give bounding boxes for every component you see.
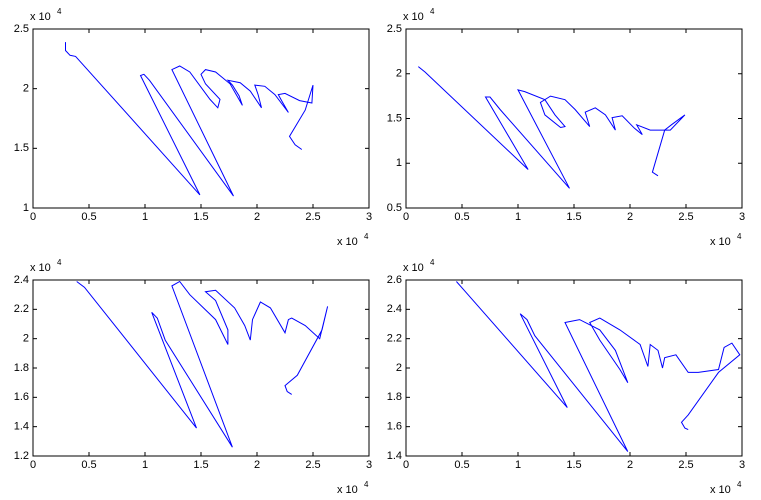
y-tick-label: 1.5 <box>14 142 29 154</box>
y-tick-label: 2.6 <box>387 274 402 286</box>
y-tick-label: 1 <box>396 157 402 169</box>
y-multiplier: x 10 <box>30 11 51 23</box>
axes-box <box>405 28 743 209</box>
x-tick-label: 0.5 <box>81 459 96 471</box>
x-tick-label: 0 <box>30 459 36 471</box>
x-tick-label: 0 <box>403 459 409 471</box>
subplot: 0 0.5 1 1.5 2 2.5 311.522.5x 10 4x 10 4 <box>14 7 372 248</box>
x-tick-label: 2 <box>627 211 633 223</box>
y-multiplier-power: 4 <box>57 7 62 16</box>
subplot: 0 0.5 1 1.5 2 2.5 31.21.41.61.822.22.4x 10 4x 1… <box>14 258 372 496</box>
x-tick-label: 2 <box>254 459 260 471</box>
x-multiplier: x 10 <box>337 236 358 248</box>
x-tick-label: 0 <box>30 211 36 223</box>
y-multiplier: x 10 <box>403 262 424 274</box>
y-tick-label: 1.6 <box>14 391 29 403</box>
x-tick-label: 2 <box>254 211 260 223</box>
y-tick-label: 1.6 <box>387 421 402 433</box>
x-tick-label: 1 <box>142 211 148 223</box>
y-multiplier-power: 4 <box>430 7 435 16</box>
y-tick-label: 1.2 <box>14 450 29 462</box>
x-tick-label: 1 <box>142 459 148 471</box>
x-tick-label: 1 <box>515 211 521 223</box>
subplot: 0 0.5 1 1.5 2 2.5 31.41.61.822.22.42.6x 10 4x 1… <box>387 258 745 496</box>
y-multiplier: x 10 <box>403 11 424 23</box>
x-tick-label: 2.5 <box>305 459 320 471</box>
y-tick-label: 1 <box>23 202 29 214</box>
y-tick-label: 2.4 <box>14 274 29 286</box>
x-tick-label: 2 <box>627 459 633 471</box>
y-tick-label: 2 <box>23 333 29 345</box>
x-multiplier: x 10 <box>710 236 731 248</box>
x-multiplier-power: 4 <box>737 232 742 241</box>
x-tick-label: 0.5 <box>454 211 469 223</box>
signature-curve <box>417 66 686 189</box>
x-multiplier-power: 4 <box>737 480 742 489</box>
axes-box <box>32 28 370 209</box>
y-tick-label: 2.2 <box>387 333 402 345</box>
x-tick-label: 2.5 <box>678 459 693 471</box>
x-tick-label: 1.5 <box>193 459 208 471</box>
x-multiplier: x 10 <box>710 484 731 496</box>
y-tick-label: 2 <box>396 68 402 80</box>
y-tick-label: 2 <box>23 83 29 95</box>
y-tick-label: 1.5 <box>387 112 402 124</box>
x-tick-label: 0.5 <box>81 211 96 223</box>
x-multiplier-power: 4 <box>364 480 369 489</box>
x-tick-label: 1.5 <box>566 211 581 223</box>
x-tick-label: 1.5 <box>193 211 208 223</box>
x-multiplier: x 10 <box>337 484 358 496</box>
y-tick-label: 1.4 <box>387 450 402 462</box>
subplot: 0 0.5 1 1.5 2 2.5 30.511.522.5x 10 4x 10 4 <box>387 7 745 248</box>
x-tick-label: 2.5 <box>305 211 320 223</box>
y-tick-label: 2.5 <box>14 23 29 35</box>
x-tick-label: 0.5 <box>454 459 469 471</box>
y-tick-label: 2.5 <box>387 23 402 35</box>
y-tick-label: 1.8 <box>14 362 29 374</box>
x-tick-label: 1.5 <box>566 459 581 471</box>
y-tick-label: 2.2 <box>14 303 29 315</box>
signature-curve <box>76 280 329 448</box>
x-tick-label: 3 <box>366 211 372 223</box>
y-tick-label: 1.8 <box>387 391 402 403</box>
x-tick-label: 3 <box>739 211 745 223</box>
x-tick-label: 3 <box>739 459 745 471</box>
axes-box <box>32 279 370 457</box>
x-tick-label: 2.5 <box>678 211 693 223</box>
y-tick-label: 0.5 <box>387 202 402 214</box>
y-multiplier-power: 4 <box>430 258 435 267</box>
y-tick-label: 1.4 <box>14 421 29 433</box>
x-tick-label: 0 <box>403 211 409 223</box>
y-tick-label: 2 <box>396 362 402 374</box>
axes-box <box>405 279 743 457</box>
x-multiplier-power: 4 <box>364 232 369 241</box>
x-tick-label: 3 <box>366 459 372 471</box>
y-tick-label: 2.4 <box>387 303 402 315</box>
y-multiplier-power: 4 <box>57 258 62 267</box>
signature-curve <box>65 42 314 197</box>
signature-curve <box>456 281 741 452</box>
x-tick-label: 1 <box>515 459 521 471</box>
y-multiplier: x 10 <box>30 262 51 274</box>
